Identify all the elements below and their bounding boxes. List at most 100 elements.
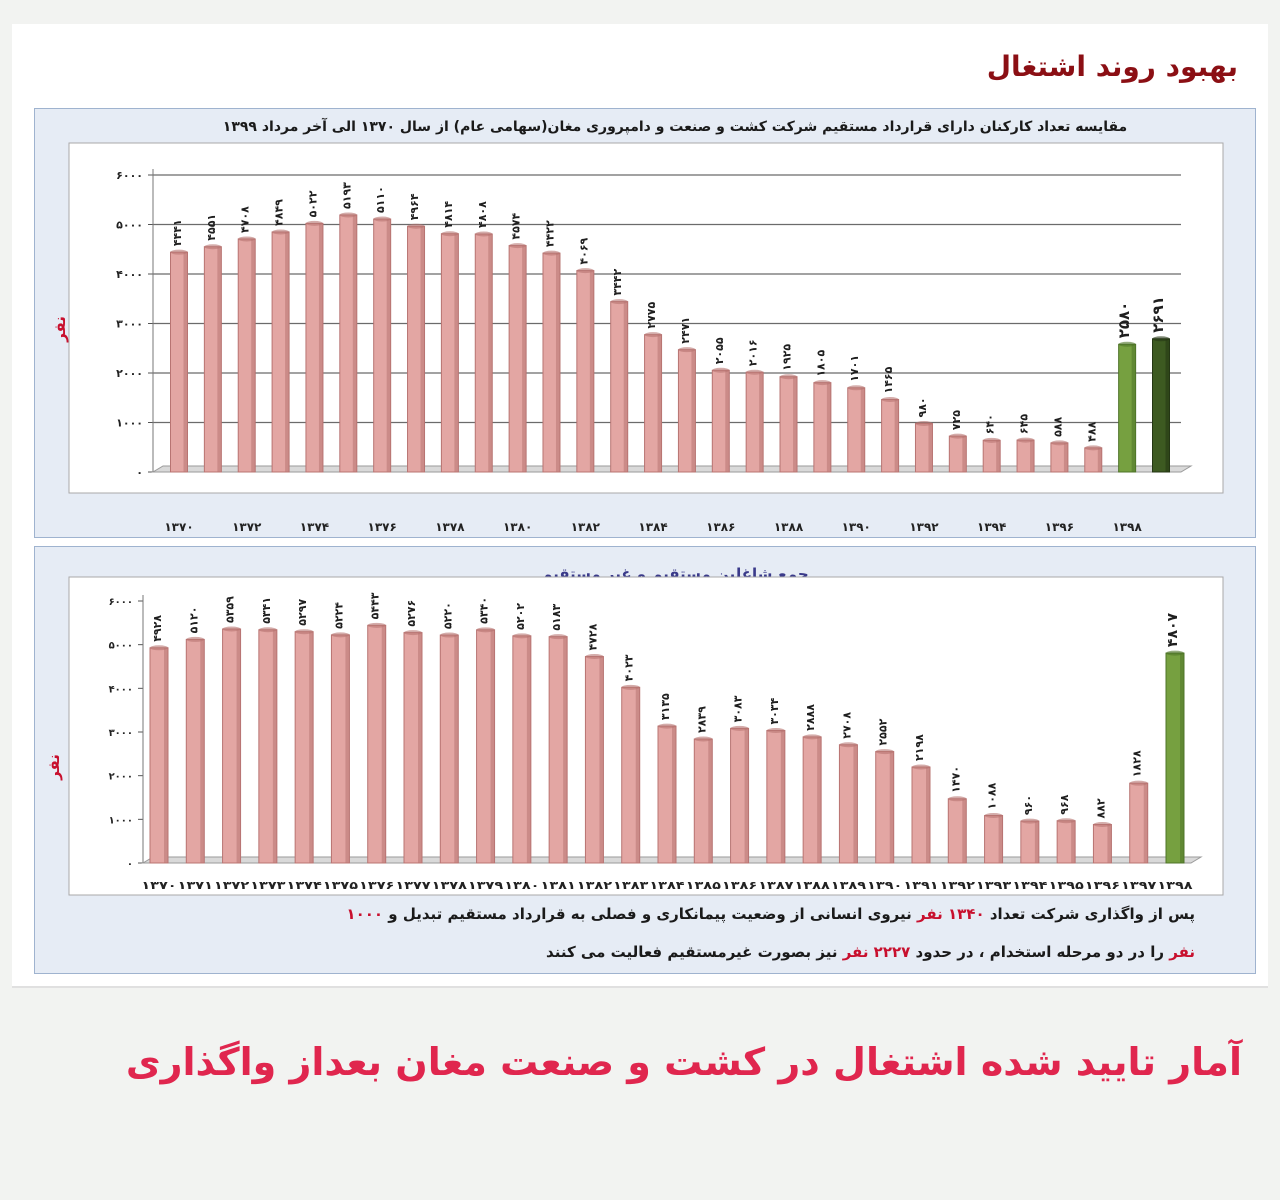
chart1-bar — [1118, 341, 1137, 473]
chart1-bar — [474, 231, 493, 473]
chart1-value-label: ۴۷۰۸ — [239, 206, 252, 233]
chart1-ytick-label: ۰ — [136, 466, 143, 479]
chart2-xtick-label: ۱۳۸۱ — [541, 879, 576, 892]
chart1-xtick-label: ۱۳۸۴ — [638, 520, 667, 534]
chart2-value-label: ۱۰۸۸ — [986, 782, 999, 809]
chart1-value-label: ۵۱۹۳ — [340, 182, 353, 209]
chart1-bar — [813, 380, 832, 473]
chart1-bar — [745, 369, 764, 473]
chart1-bar — [779, 374, 798, 473]
chart2-xtick-label: ۱۳۸۵ — [686, 879, 722, 892]
chart2-value-label: ۵۳۴۱ — [260, 597, 273, 624]
chart2-bar — [403, 630, 423, 864]
note-segment: ۲۲۲۷ نفر — [842, 943, 911, 961]
chart2-value-label: ۴۷۲۸ — [586, 623, 599, 650]
note-segment: نفر — [1168, 943, 1195, 961]
chart2-ytick-label: ۵۰۰۰ — [109, 641, 133, 652]
chart1-value-label: ۴۰۶۹ — [577, 237, 590, 264]
chart1-bar — [576, 268, 595, 473]
chart1-value-label: ۲۷۷۵ — [645, 301, 658, 328]
chart2-xtick-label: ۱۳۷۸ — [432, 879, 468, 892]
chart2-value-label: ۲۱۹۸ — [913, 734, 926, 761]
chart1-bar — [677, 347, 696, 473]
chart2-bar — [222, 626, 242, 864]
chart2-bar — [1165, 650, 1185, 864]
chart2-value-label: ۳۰۳۴ — [768, 697, 781, 724]
chart2-value-label: ۹۶۸ — [1058, 794, 1071, 814]
note-line-1: پس از واگذاری شرکت تعداد ۱۳۴۰ نفر نیروی … — [346, 905, 1195, 924]
note-segment: ۱۰۰۰ — [346, 905, 383, 923]
chart1-value-label: ۵۱۱۰ — [374, 186, 387, 213]
chart1-bar — [948, 433, 967, 473]
total-employees-chart: جمع شاغلین مستقیم و غیر مستقیم۰۱۰۰۰۲۰۰۰۳… — [45, 565, 1224, 961]
chart2-bar — [512, 633, 532, 864]
chart2-xtick-label: ۱۳۸۸ — [795, 879, 831, 892]
chart2-bar — [730, 725, 750, 864]
chart2-xtick-label: ۱۳۹۴ — [1012, 879, 1048, 892]
note-segment: را در دو مرحله استخدام ، در حدود — [910, 943, 1169, 961]
page-title: بهبود روند اشتغال — [986, 50, 1239, 83]
note-segment: نیروی انسانی از وضعیت پیمانکاری و فصلی ب… — [383, 905, 917, 924]
chart1-xtick-label: ۱۳۹۰ — [842, 520, 871, 534]
chart2-bar — [548, 634, 568, 864]
chart2-ytick-label: ۱۰۰۰ — [109, 815, 133, 826]
chart1-value-label: ۱۹۲۵ — [781, 344, 794, 371]
chart1-bar — [271, 229, 290, 473]
chart1-value-label: ۵۸۸ — [1051, 416, 1064, 436]
chart2-bar — [258, 627, 278, 864]
chart2-xtick-label: ۱۳۸۳ — [613, 879, 649, 892]
chart2-value-label: ۵۲۰۲ — [514, 603, 527, 630]
chart2-ylabel: نفر — [45, 754, 63, 781]
chart2-value-label: ۵۲۹۷ — [296, 599, 309, 626]
chart2-xtick-label: ۱۳۹۱ — [903, 879, 938, 892]
chart1-value-label: ۴۵۵۱ — [205, 214, 218, 241]
chart2-bar — [294, 629, 314, 864]
note-segment: نیز بصورت غیرمستقیم فعالیت می کنند — [546, 943, 843, 961]
chart2-value-label: ۵۳۵۹ — [224, 596, 237, 623]
chart2-xtick-label: ۱۳۹۳ — [976, 879, 1012, 892]
chart2-xtick-label: ۱۳۸۲ — [577, 879, 613, 892]
chart2-bar — [621, 684, 641, 864]
chart1-bar — [508, 243, 527, 473]
chart2-value-label: ۵۱۲۰ — [187, 607, 200, 634]
chart1-xtick-label: ۱۳۹۲ — [909, 520, 939, 534]
chart1-xtick-label: ۱۳۸۸ — [774, 520, 804, 534]
chart2-ytick-label: ۳۰۰۰ — [109, 728, 133, 739]
chart2-bar — [476, 627, 496, 864]
chart2-xtick-label: ۱۳۷۵ — [323, 879, 359, 892]
chart-panel-direct: مقایسه تعداد کارکنان دارای قرارداد مستقی… — [34, 108, 1256, 538]
chart1-value-label: ۴۸۴۹ — [273, 199, 286, 226]
chart-panel-total: جمع شاغلین مستقیم و غیر مستقیم ۰ ۱۰۰۰ ۲۰۰۰ ۳… — [34, 546, 1256, 974]
chart2-ytick-label: ۰ — [127, 859, 133, 870]
chart1-xtick-label: ۱۳۷۸ — [435, 520, 465, 534]
chart1-value-label: ۶۴۵ — [1018, 414, 1031, 434]
chart2-bar — [657, 723, 677, 864]
chart1-value-label: ۱۴۶۵ — [882, 366, 895, 393]
chart1-ytick-label: ۳۰۰۰ — [116, 318, 143, 331]
chart2-value-label: ۵۴۴۳ — [369, 592, 382, 619]
chart1-bar — [237, 236, 256, 473]
chart2-value-label: ۳۰۸۳ — [732, 695, 745, 722]
chart1-value-label: ۲۵۸۰ — [1115, 302, 1133, 339]
chart1-ytick-label: ۵۰۰۰ — [116, 219, 143, 232]
chart1-value-label: ۴۵۷۴ — [510, 212, 523, 239]
caption: آمار تایید شده اشتغال در کشت و صنعت مغان… — [125, 1040, 1242, 1084]
chart1-xtick-label: ۱۳۷۲ — [232, 520, 262, 534]
chart1-value-label: ۵۰۲۲ — [306, 190, 319, 217]
chart1-ytick-label: ۴۰۰۰ — [116, 268, 143, 281]
chart1-bar — [170, 249, 188, 473]
chart2-bar — [984, 812, 1004, 864]
chart2-bar — [1020, 818, 1040, 864]
chart1-bar — [1152, 336, 1170, 473]
chart2-value-label: ۵۳۴۰ — [478, 597, 491, 624]
chart2-value-label: ۳۱۳۵ — [659, 693, 672, 720]
chart1-bar — [339, 212, 358, 473]
chart1-bar — [1050, 440, 1069, 473]
chart1-bar — [440, 231, 459, 473]
chart1-value-label: ۷۲۵ — [950, 410, 963, 430]
chart1-xtick-label: ۱۳۷۶ — [368, 520, 397, 534]
chart1-value-label: ۴۴۲۲ — [543, 220, 556, 247]
chart2-bar — [330, 632, 350, 864]
chart2-xtick-label: ۱۳۹۸ — [1157, 879, 1193, 892]
chart2-ytick-label: ۶۰۰۰ — [109, 597, 133, 608]
